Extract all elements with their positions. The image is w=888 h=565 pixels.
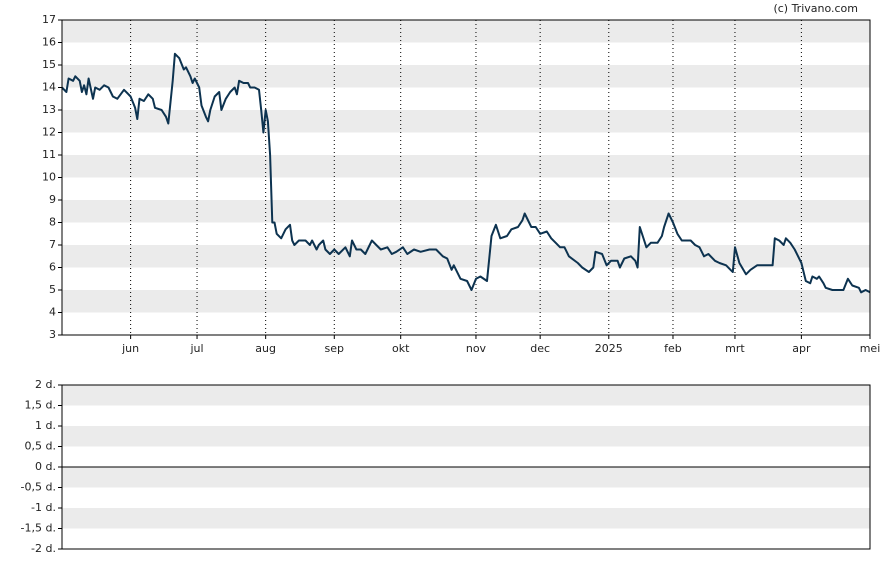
y-tick-label: 6 bbox=[49, 261, 56, 274]
grid-band bbox=[62, 385, 870, 406]
x-tick-label: aug bbox=[255, 342, 276, 355]
y-tick-label: 7 bbox=[49, 238, 56, 251]
y-tick-label: 16 bbox=[42, 36, 56, 49]
grid-band bbox=[62, 245, 870, 268]
y-tick-label: 13 bbox=[42, 103, 56, 116]
y-tick-label: -1,5 d. bbox=[21, 522, 56, 535]
y-tick-label: 15 bbox=[42, 58, 56, 71]
y-tick-label: 0 d. bbox=[35, 460, 56, 473]
x-tick-label: nov bbox=[466, 342, 487, 355]
y-tick-label: 10 bbox=[42, 171, 56, 184]
grid-band bbox=[62, 508, 870, 529]
y-tick-label: 9 bbox=[49, 193, 56, 206]
y-tick-label: 4 bbox=[49, 306, 56, 319]
y-tick-label: 17 bbox=[42, 13, 56, 26]
credit: (c) Trivano.com bbox=[773, 2, 858, 15]
plot-frame bbox=[61, 384, 871, 550]
y-tick-label: 12 bbox=[42, 126, 56, 139]
grid-band bbox=[62, 20, 870, 43]
y-tick-label: 1,5 d. bbox=[25, 399, 56, 412]
y-tick-label: 8 bbox=[49, 216, 56, 229]
grid-band bbox=[62, 426, 870, 447]
x-tick-label: okt bbox=[392, 342, 410, 355]
grid-band bbox=[62, 65, 870, 88]
x-tick-label: sep bbox=[325, 342, 344, 355]
y-tick-label: 3 bbox=[49, 328, 56, 341]
grid-band bbox=[62, 290, 870, 313]
x-tick-label: dec bbox=[530, 342, 550, 355]
x-tick-label: apr bbox=[792, 342, 811, 355]
y-tick-label: 5 bbox=[49, 283, 56, 296]
y-tick-label: 14 bbox=[42, 81, 56, 94]
x-tick-label: mrt bbox=[725, 342, 745, 355]
y-tick-label: 0,5 d. bbox=[25, 440, 56, 453]
plot-frame bbox=[61, 19, 871, 336]
x-tick-label: 2025 bbox=[595, 342, 623, 355]
x-tick-label: jun bbox=[121, 342, 139, 355]
x-tick-label: jul bbox=[189, 342, 203, 355]
y-tick-label: 11 bbox=[42, 148, 56, 161]
y-tick-label: -0,5 d. bbox=[21, 481, 56, 494]
x-tick-label: mei bbox=[860, 342, 881, 355]
grid-band bbox=[62, 155, 870, 178]
grid-band bbox=[62, 200, 870, 223]
y-tick-label: 2 d. bbox=[35, 378, 56, 391]
grid-band bbox=[62, 110, 870, 133]
price-line bbox=[61, 52, 871, 294]
y-tick-label: 1 d. bbox=[35, 419, 56, 432]
y-tick-label: -2 d. bbox=[31, 542, 56, 555]
grid-band bbox=[62, 467, 870, 488]
y-tick-label: -1 d. bbox=[31, 501, 56, 514]
x-tick-label: feb bbox=[664, 342, 682, 355]
